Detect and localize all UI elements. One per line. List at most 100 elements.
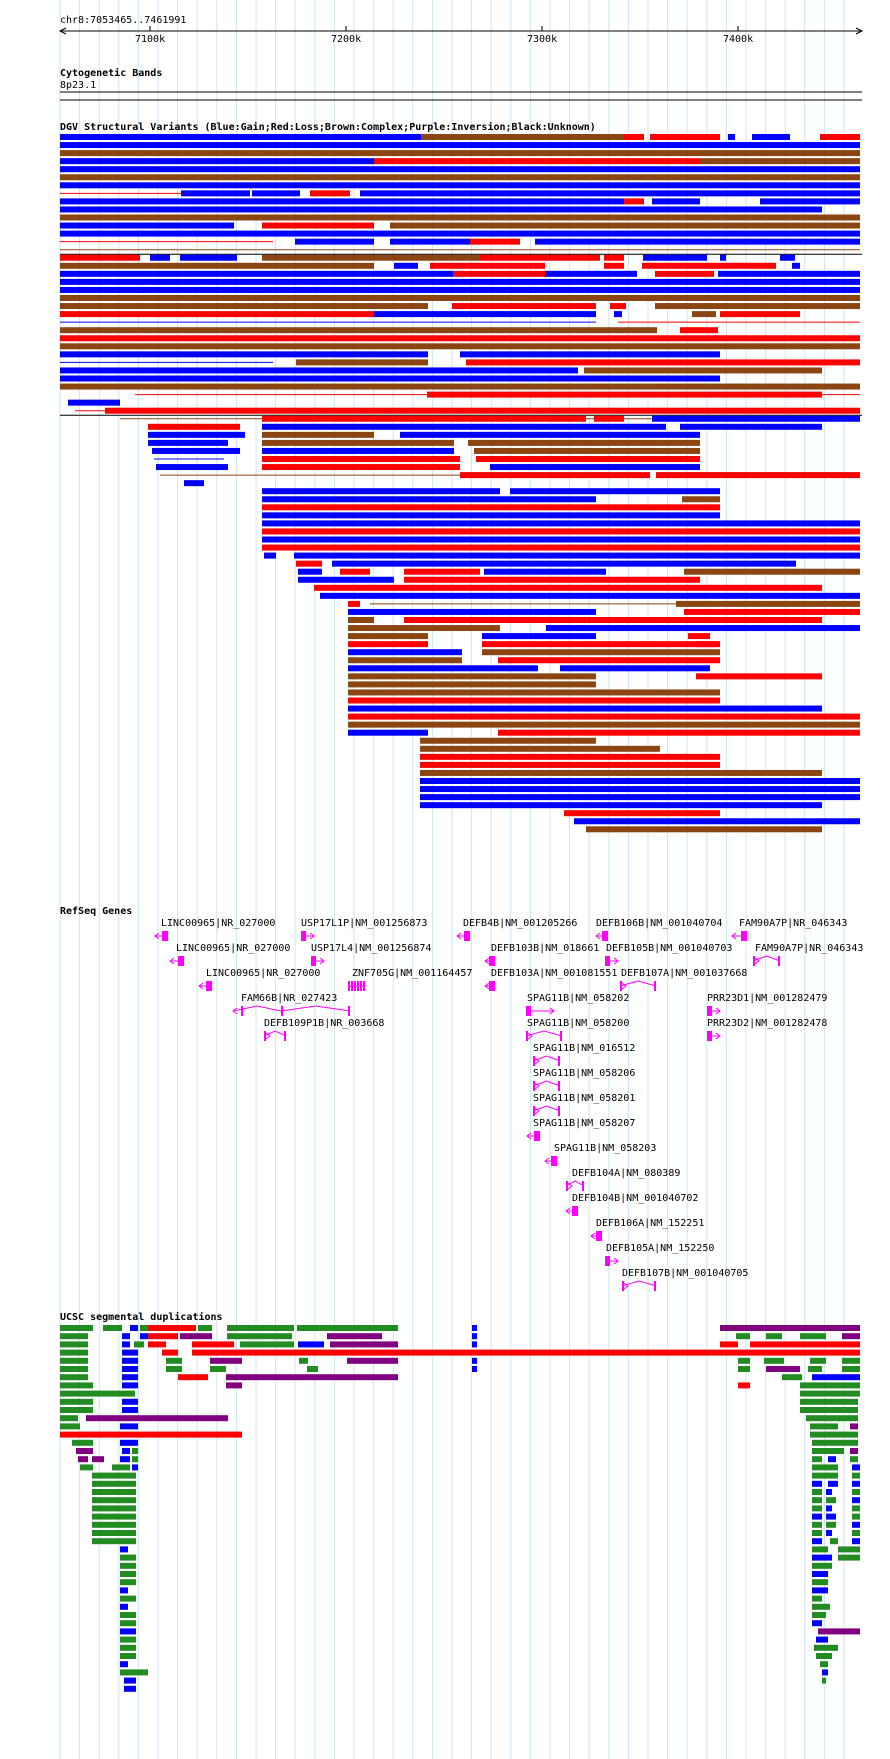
segdup-feature (822, 1677, 826, 1684)
segdup-feature (166, 1357, 182, 1364)
segdup-feature (812, 1439, 858, 1446)
dgv-variant (348, 697, 720, 704)
strand-arrow (527, 1032, 533, 1040)
dgv-variant (262, 504, 720, 511)
dgv-variant (152, 447, 240, 454)
dgv-variant (656, 472, 860, 479)
gene-exon (602, 931, 608, 941)
dgv-variant (482, 633, 596, 640)
segdup-feature (298, 1341, 324, 1348)
segdup-feature (307, 1366, 318, 1372)
gene-label: DEFB107B|NM_001040705 (622, 1268, 749, 1279)
ruler-tick-label: 7100k (135, 34, 166, 45)
segdup-feature (120, 1669, 148, 1676)
dgv-variant (348, 681, 596, 688)
gene-label: ZNF705G|NM_001164457 (352, 968, 473, 979)
dgv-variant (60, 262, 374, 269)
segdup-feature (852, 1538, 860, 1545)
strand-arrow (484, 957, 490, 965)
strand-arrow (754, 957, 760, 965)
segdup-feature (720, 1325, 860, 1331)
dgv-variant (348, 705, 822, 712)
gene-exon (558, 1081, 560, 1091)
segdup-feature (472, 1341, 477, 1348)
gene-exon (654, 981, 656, 991)
segdup-feature (800, 1398, 858, 1405)
segdup-feature (60, 1341, 88, 1348)
dgv-variant (262, 447, 454, 454)
segdup-feature (720, 1341, 738, 1348)
dgv-variant (60, 343, 860, 350)
dgv-variant (421, 134, 624, 140)
segdup-feature (92, 1505, 136, 1512)
dgv-variant (60, 286, 860, 293)
gene-label: PRR23D1|NM_001282479 (707, 993, 828, 1004)
dgv-variant (348, 625, 500, 632)
segdup-feature (472, 1366, 477, 1372)
dgv-variant (466, 359, 860, 366)
segdup-feature (180, 1333, 212, 1340)
segdup-feature (842, 1333, 860, 1340)
gene-exon (162, 931, 168, 941)
dgv-track-title: DGV Structural Variants (Blue:Gain;Red:L… (60, 122, 596, 133)
dgv-variant (684, 568, 860, 575)
segdup-feature (812, 1505, 822, 1512)
dgv-variant (60, 278, 860, 285)
dgv-variant (60, 254, 140, 261)
segdup-feature (130, 1325, 138, 1331)
gene-label: DEFB106A|NM_152251 (596, 1218, 705, 1229)
segdup-feature (92, 1489, 136, 1495)
segdup-feature (812, 1448, 844, 1454)
dgv-variant (360, 190, 860, 197)
segdup-feature (198, 1325, 212, 1331)
strand-arrow (198, 982, 204, 990)
segdup-feature (60, 1374, 88, 1381)
gene-exon (596, 1231, 602, 1241)
strand-arrow (534, 1107, 540, 1115)
gene-exon (348, 1006, 350, 1016)
segdup-feature (120, 1571, 136, 1577)
strand-arrow (565, 1207, 571, 1215)
segdup-feature (122, 1448, 130, 1454)
dgv-variant (262, 456, 460, 462)
dgv-variant (498, 729, 860, 736)
segdup-feature (210, 1366, 226, 1372)
dgv-variant (150, 254, 170, 261)
strand-arrow (590, 1232, 596, 1240)
dgv-variant (820, 134, 860, 140)
gene-exon (572, 1206, 578, 1216)
segdup-feature (850, 1423, 858, 1430)
dgv-variant (482, 649, 720, 656)
dgv-variant (60, 214, 860, 221)
segdup-feature (852, 1513, 860, 1520)
segdup-feature (122, 1341, 130, 1348)
strand-arrow (154, 932, 160, 940)
segdup-feature (240, 1341, 294, 1348)
dgv-variant (60, 327, 657, 334)
segdup-feature (738, 1357, 750, 1364)
dgv-variant (348, 721, 860, 728)
dgv-variant (692, 311, 716, 318)
dgv-variant (262, 415, 586, 422)
gene-label: DEFB105B|NM_001040703 (606, 943, 733, 954)
dgv-variant (105, 407, 860, 414)
gene-label: SPAG11B|NM_016512 (533, 1043, 636, 1054)
segdup-feature (850, 1456, 858, 1463)
segdup-feature (810, 1357, 826, 1364)
gene-exon (605, 956, 610, 966)
segdup-feature (818, 1628, 860, 1635)
segdup-feature (826, 1530, 832, 1536)
dgv-variant (680, 423, 822, 430)
segdup-feature (806, 1415, 858, 1422)
segdup-feature (60, 1415, 78, 1422)
segdup-feature (120, 1439, 138, 1446)
gene-label: LINC00965|NR_027000 (176, 943, 291, 954)
dgv-variant (560, 665, 710, 672)
gene-label: DEFB106B|NM_001040704 (596, 918, 723, 929)
dgv-variant (498, 657, 720, 664)
segdup-feature (810, 1431, 858, 1438)
dgv-variant (296, 560, 322, 567)
segdup-feature (92, 1530, 136, 1536)
gene-exon (707, 1031, 712, 1041)
dgv-variant (452, 303, 596, 310)
